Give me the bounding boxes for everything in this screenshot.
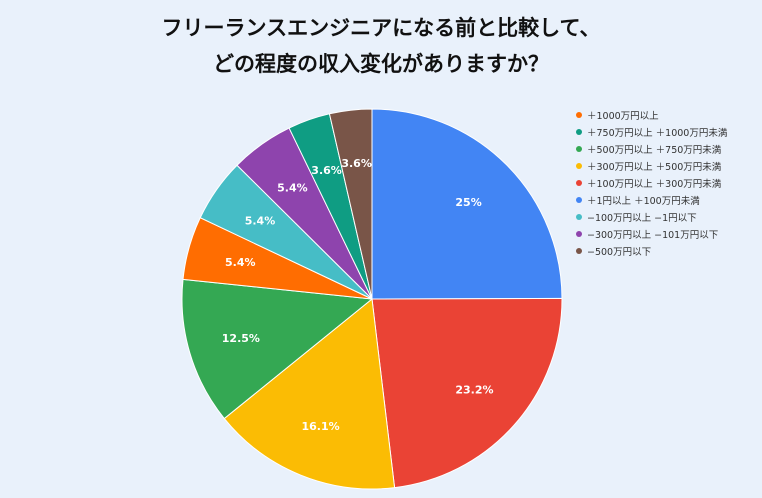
legend-item: ＋100万円以上 ＋300万円未満 [576,174,727,191]
data-label: 23.2% [455,384,493,397]
pie-slice [223,298,396,490]
legend-label: ＋300万円以上 ＋500万円未満 [587,161,722,173]
legend: ＋1000万円以上 ＋750万円以上 ＋1000万円未満 ＋500万円以上 ＋750… [576,106,727,259]
legend-item: ＋300万円以上 ＋500万円未満 [576,157,727,174]
legend-marker [576,162,582,169]
legend-item: ＋500万円以上 ＋750万円未満 [576,140,727,157]
legend-marker [576,111,582,118]
chart-title: フリーランスエンジニアになる前と比較して、 どの程度の収入変化がありますか？ [0,10,762,82]
pie-slice [371,297,563,489]
data-label: 5.4% [245,214,276,227]
legend-marker [576,247,582,254]
legend-item: ＋1000万円以上 [576,106,727,123]
legend-marker [576,213,582,220]
pie-slice [181,278,374,420]
legend-item: −100万円以上 −1円以下 [576,208,727,225]
legend-label: −300万円以上 −101万円以下 [587,229,719,241]
legend-label: ＋500万円以上 ＋750万円未満 [587,144,722,156]
legend-label: ＋1円以上 ＋100万円未満 [587,195,700,207]
pie-slice [371,108,563,300]
legend-label: −100万円以上 −1円以下 [587,212,697,224]
legend-label: −500万円以下 [587,246,652,258]
legend-label: ＋100万円以上 ＋300万円未満 [587,178,722,190]
legend-marker [576,128,582,135]
title-line-1: フリーランスエンジニアになる前と比較して、 [161,16,601,40]
data-label: 25% [455,196,481,209]
legend-label: ＋1000万円以上 [587,110,659,122]
data-label: 3.6% [311,164,342,177]
legend-item: −300万円以上 −101万円以下 [576,225,727,242]
legend-marker [576,230,582,237]
data-label: 5.4% [277,182,308,195]
pie-slice [328,108,373,300]
data-label: 3.6% [341,157,372,170]
legend-label: ＋750万円以上 ＋1000万円未満 [587,127,728,139]
data-label: 12.5% [222,332,260,345]
legend-marker [576,145,582,152]
legend-item: −500万円以下 [576,242,727,259]
legend-item: ＋750万円以上 ＋1000万円未満 [576,123,727,140]
legend-marker [576,179,582,186]
data-label: 16.1% [301,420,339,433]
legend-item: ＋1円以上 ＋100万円未満 [576,191,727,208]
title-line-2: どの程度の収入変化がありますか？ [213,52,549,76]
data-label: 5.4% [225,256,256,269]
legend-marker [576,196,582,203]
